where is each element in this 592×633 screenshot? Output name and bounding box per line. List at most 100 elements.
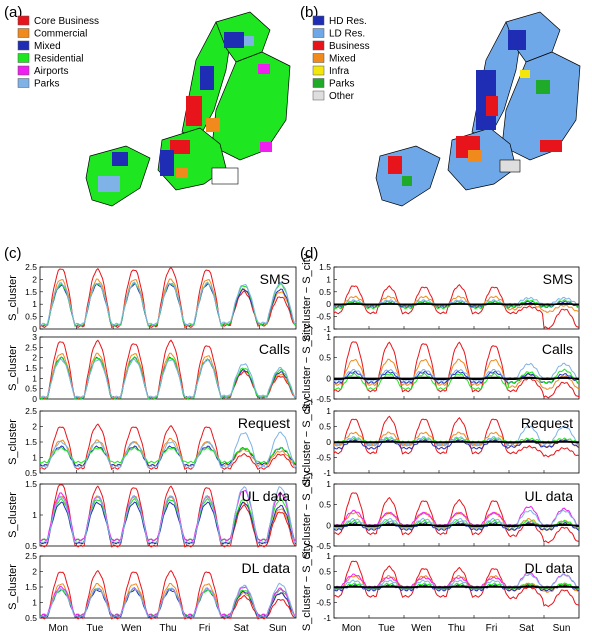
series-line [39, 281, 297, 327]
legend-swatch [312, 78, 325, 88]
y-tick-label: -1 [323, 324, 331, 334]
subplot-d-3: -0.5 0 0.5 1 UL data S_cluster − S_city [301, 470, 580, 559]
y-tick-label: -1 [323, 613, 331, 623]
y-tick-label: 1 [32, 453, 37, 463]
series-line [333, 571, 580, 589]
legend-label: Infra [329, 66, 349, 77]
patch [224, 32, 244, 48]
x-tick-label: Tue [378, 623, 395, 633]
patch [258, 64, 270, 74]
legend-swatch [17, 65, 30, 76]
subplot-title: UL data [241, 488, 290, 504]
patch [98, 176, 120, 192]
subplot-c-1: 00.511.522.53 Calls S_cluster [7, 332, 297, 404]
series-line [333, 505, 580, 528]
plot-frame [39, 336, 297, 400]
y-tick-label: 0.5 [319, 500, 331, 510]
y-axis-label: S_cluster − S_city [301, 253, 313, 342]
x-tick-label: Mon [342, 623, 361, 633]
y-tick-label: -0.5 [316, 453, 331, 463]
x-tick-label: Sun [269, 623, 287, 633]
y-axis-label: S_cluster [7, 492, 19, 538]
y-tick-label: 1.5 [25, 437, 37, 447]
legend-label: Other [329, 91, 355, 102]
subplot-title: Calls [542, 341, 573, 357]
patch [170, 140, 190, 154]
y-tick-label: 1 [326, 551, 331, 561]
series-line [39, 356, 297, 400]
legend-swatch [17, 28, 30, 38]
legend-swatch [312, 15, 325, 26]
x-tick-label: Sat [519, 623, 534, 633]
y-tick-label: -1 [323, 468, 331, 478]
x-tick-label: Sat [234, 623, 249, 633]
plot-frame [333, 266, 580, 330]
y-tick-label: 2 [32, 567, 37, 577]
x-tick-label: Sun [553, 623, 571, 633]
y-tick-label: 0 [326, 520, 331, 530]
series-line [333, 560, 580, 608]
patch [186, 96, 202, 126]
y-tick-label: 0.5 [319, 567, 331, 577]
patch [244, 36, 254, 46]
patch [200, 66, 214, 90]
subplot-c-4: 0.5 1 1.5 2 2.5 DL data S_cluster Mon Tue Wen Thu F… [7, 551, 297, 633]
series-line [39, 358, 297, 399]
y-tick-label: 3 [32, 332, 37, 342]
series-line [39, 484, 297, 548]
series-line [39, 281, 297, 328]
y-axis-label: S_cluster [7, 345, 19, 391]
legend-label: Mixed [34, 41, 61, 52]
x-tick-label: Mon [49, 623, 68, 633]
subplot-title: UL data [524, 488, 573, 504]
series-line [333, 283, 580, 330]
plot-frame [333, 483, 580, 547]
y-tick-label: 0 [326, 299, 331, 309]
series-line [39, 446, 297, 464]
subplot-title: DL data [524, 560, 573, 576]
y-tick-label: 0.5 [25, 541, 37, 551]
y-tick-label: 1.5 [25, 479, 37, 489]
y-axis-label: S_cluster − S_city [301, 397, 313, 486]
legend-label: HD Res. [329, 16, 367, 27]
y-tick-label: 0 [326, 373, 331, 383]
patch [388, 156, 402, 174]
y-tick-label: 0.5 [319, 287, 331, 297]
subplot-d-0: -1 -0.5 0 0.5 1 1.5 SMS S_cluster − S_city [301, 253, 580, 342]
legend-label: Mixed [329, 54, 356, 65]
series-line [333, 415, 580, 458]
series-line [333, 368, 580, 392]
patch [520, 70, 530, 78]
y-tick-label: 1.5 [25, 287, 37, 297]
subplot-title: DL data [241, 560, 290, 576]
subplot-d-4: -1 -0.5 0 0.5 1 DL data S_cluster − S_city Mon T… [301, 542, 580, 633]
x-tick-label: Wen [121, 623, 141, 633]
plot-frame [333, 336, 580, 400]
y-tick-label: 1 [326, 479, 331, 489]
legend-label: Residential [34, 54, 83, 65]
patch [402, 176, 412, 186]
legend-swatch [312, 40, 325, 51]
legend-label: Airports [34, 66, 68, 77]
y-axis-label: S_cluster [7, 419, 19, 465]
series-line [39, 582, 297, 619]
legend-label: Core Business [34, 16, 99, 27]
patch [499, 159, 521, 173]
y-tick-label: 2 [32, 422, 37, 432]
y-tick-label: 0.5 [319, 422, 331, 432]
y-tick-label: 1.5 [25, 363, 37, 373]
y-tick-label: 1 [32, 299, 37, 309]
panel-label-d: (d) [300, 245, 318, 262]
y-axis-label: S_cluster − S_city [301, 470, 313, 559]
legend-label: Parks [34, 79, 60, 90]
y-axis-label: S_cluster [7, 275, 19, 321]
patch [540, 140, 562, 152]
y-tick-label: -0.5 [316, 598, 331, 608]
series-line [39, 356, 297, 400]
patch [206, 118, 220, 132]
